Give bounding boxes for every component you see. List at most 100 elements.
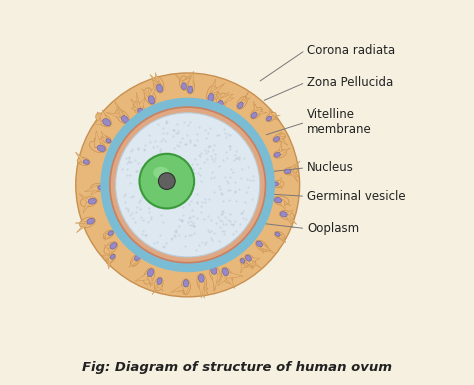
Ellipse shape [273,182,278,186]
Polygon shape [241,262,246,273]
Polygon shape [290,161,300,172]
Polygon shape [279,148,290,156]
Polygon shape [101,255,112,261]
Polygon shape [260,246,264,253]
Polygon shape [212,92,220,95]
Polygon shape [83,201,91,213]
Ellipse shape [273,133,285,142]
Polygon shape [276,177,282,185]
Ellipse shape [133,102,145,116]
Ellipse shape [88,198,96,204]
Polygon shape [147,276,151,286]
Polygon shape [109,258,112,269]
Polygon shape [107,257,113,264]
Ellipse shape [101,136,111,144]
Polygon shape [278,132,282,138]
Polygon shape [103,233,109,238]
Polygon shape [278,141,282,154]
Ellipse shape [138,108,144,115]
Polygon shape [137,97,145,110]
Polygon shape [101,131,108,141]
Ellipse shape [98,185,105,190]
Polygon shape [200,281,208,295]
Ellipse shape [106,254,116,263]
Polygon shape [106,112,123,119]
Polygon shape [289,169,299,177]
Polygon shape [254,104,259,114]
Ellipse shape [273,137,280,142]
Polygon shape [79,194,90,203]
Ellipse shape [154,77,164,93]
Ellipse shape [240,258,248,268]
Ellipse shape [116,109,129,124]
Ellipse shape [284,169,291,174]
Text: Nucleus: Nucleus [307,161,354,174]
Polygon shape [94,138,100,147]
Polygon shape [84,185,99,192]
Ellipse shape [104,242,118,254]
Text: Corona radiata: Corona radiata [307,44,395,57]
Text: Zona Pellucida: Zona Pellucida [307,76,393,89]
Polygon shape [269,111,273,117]
Ellipse shape [237,102,243,109]
Polygon shape [240,95,246,104]
Polygon shape [75,221,88,224]
Polygon shape [200,281,204,298]
Polygon shape [241,97,251,104]
Polygon shape [100,137,107,142]
Polygon shape [152,283,160,295]
Polygon shape [213,274,217,292]
Ellipse shape [87,218,94,224]
Polygon shape [135,273,150,281]
Polygon shape [183,286,188,294]
Polygon shape [285,214,293,228]
Polygon shape [76,221,89,233]
Ellipse shape [103,230,114,239]
Ellipse shape [197,273,207,290]
Polygon shape [279,234,286,243]
Polygon shape [277,183,283,189]
Ellipse shape [207,85,217,102]
Polygon shape [155,72,161,85]
Ellipse shape [266,116,272,121]
Polygon shape [97,112,106,122]
Ellipse shape [274,198,282,203]
Polygon shape [137,92,141,109]
Ellipse shape [153,167,169,179]
Polygon shape [175,74,185,84]
Polygon shape [279,136,286,139]
Polygon shape [250,258,260,263]
Ellipse shape [221,267,232,283]
Ellipse shape [256,241,263,247]
Ellipse shape [100,98,275,272]
Polygon shape [182,286,189,295]
Polygon shape [279,199,285,209]
Polygon shape [200,280,208,290]
Polygon shape [278,147,282,154]
Polygon shape [281,199,291,206]
Ellipse shape [210,265,220,282]
Ellipse shape [130,254,141,266]
Polygon shape [78,160,84,163]
Ellipse shape [148,96,155,104]
Polygon shape [182,75,191,84]
Ellipse shape [246,255,251,261]
Polygon shape [278,234,283,241]
Ellipse shape [188,86,193,93]
Polygon shape [100,110,107,120]
Polygon shape [142,89,151,98]
Ellipse shape [250,107,262,119]
Polygon shape [224,274,235,289]
Polygon shape [118,106,124,117]
Polygon shape [261,244,271,251]
Polygon shape [188,71,193,87]
Polygon shape [278,136,284,142]
Polygon shape [133,259,138,267]
Polygon shape [243,261,248,266]
Polygon shape [75,152,85,163]
Ellipse shape [144,88,156,105]
Ellipse shape [186,79,194,94]
Ellipse shape [106,139,111,143]
Polygon shape [255,109,263,115]
Polygon shape [105,233,110,240]
